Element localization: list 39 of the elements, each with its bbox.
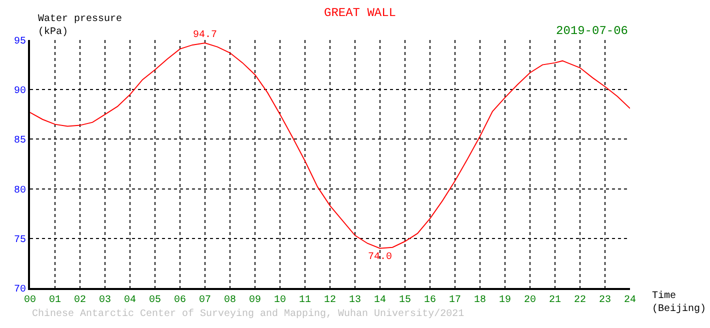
x-tick-label: 24	[624, 295, 636, 306]
y-tick-label: 90	[14, 86, 26, 98]
x-tick-label: 02	[74, 295, 86, 306]
x-tick-label: 10	[274, 295, 286, 306]
x-tick-label: 12	[324, 295, 336, 306]
y-tick-label: 75	[14, 234, 26, 246]
x-axis-title: Time (Beijing)	[652, 290, 706, 315]
y-tick-label: 95	[14, 36, 26, 48]
y-tick-label: 80	[14, 185, 26, 196]
x-tick-label: 21	[548, 295, 562, 306]
x-tick-label: 06	[174, 295, 186, 306]
x-tick-label: 18	[474, 295, 486, 306]
annotation: 94.7	[193, 30, 218, 41]
x-tick-label: 23	[598, 295, 612, 306]
text: Chinese Antarctic Center of Surveying and Mapping, Wuhan University/2021	[32, 308, 464, 320]
x-tick-label: 11	[298, 295, 312, 306]
chart-subtitle: 2019-07-06	[556, 24, 628, 38]
x-tick-label: 04	[124, 295, 136, 306]
x-tick-label: 19	[498, 295, 512, 306]
y-tick-label: 70	[14, 284, 26, 296]
x-tick-label: 13	[348, 295, 362, 306]
x-tick-label: 20	[524, 295, 536, 306]
chart-title: GREAT WALL	[324, 6, 396, 20]
line-series	[30, 42, 630, 249]
x-tick-label: 14	[374, 295, 386, 306]
x-tick-label: 05	[148, 295, 162, 306]
x-tick-label: 16	[424, 295, 436, 306]
x-tick-label: 22	[574, 295, 586, 306]
x-tick-label: 15	[398, 295, 412, 306]
y-axis-title: Water pressure (kPa)	[38, 14, 122, 38]
x-tick-label: 17	[448, 295, 462, 306]
x-tick-label: 01	[48, 295, 62, 306]
x-tick-label: 07	[198, 295, 212, 306]
x-tick-label: 00	[24, 295, 36, 306]
x-tick-label: 03	[98, 295, 112, 306]
y-tick-label: 85	[14, 136, 26, 147]
x-tick-label: 09	[248, 295, 262, 306]
x-tick-label: 08	[224, 295, 236, 306]
annotation: 74.0	[368, 252, 392, 263]
